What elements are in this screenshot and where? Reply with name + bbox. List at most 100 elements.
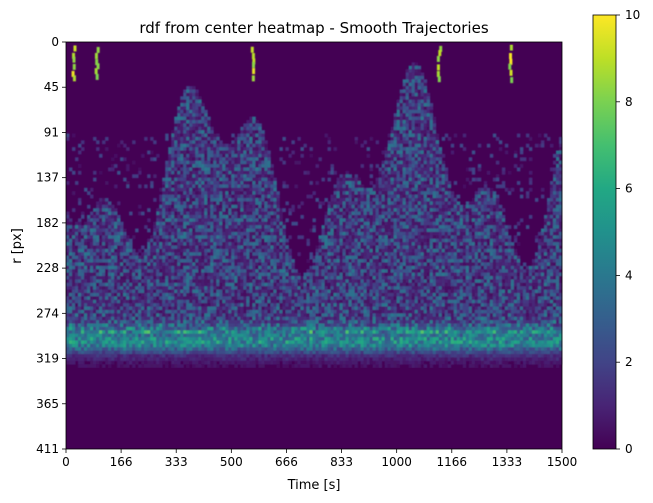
heatmap-cell	[228, 313, 232, 318]
heatmap-cell	[237, 177, 241, 182]
heatmap-cell	[318, 330, 322, 335]
heatmap-cell	[171, 136, 175, 141]
heatmap-cell	[189, 248, 193, 253]
heatmap-cell	[123, 235, 127, 240]
heatmap-cell	[204, 109, 208, 114]
heatmap-cell	[240, 133, 244, 138]
heatmap-cell	[231, 296, 235, 301]
heatmap-cell	[102, 262, 106, 267]
heatmap-cell	[258, 177, 262, 182]
heatmap-cell	[174, 262, 178, 267]
heatmap-cell	[318, 320, 322, 324]
heatmap-cell	[114, 214, 118, 219]
heatmap-cell	[180, 170, 184, 175]
heatmap-cell	[66, 326, 70, 331]
heatmap-cell	[267, 214, 271, 219]
heatmap-cell	[150, 242, 154, 246]
heatmap-cell	[174, 248, 178, 253]
heatmap-cell	[81, 147, 85, 151]
heatmap-cell	[90, 309, 94, 314]
heatmap-cell	[69, 296, 73, 301]
heatmap-cell	[264, 181, 268, 185]
heatmap-cell	[174, 150, 178, 155]
heatmap-cell	[105, 360, 109, 365]
heatmap-cell	[303, 306, 307, 311]
heatmap-cell	[159, 269, 163, 274]
heatmap-cell	[216, 354, 220, 358]
heatmap-cell	[174, 303, 178, 307]
heatmap-cell	[138, 323, 142, 328]
heatmap-cell	[192, 279, 196, 284]
heatmap-cell	[204, 187, 208, 192]
heatmap-cell	[168, 255, 172, 260]
heatmap-cell	[186, 228, 190, 233]
heatmap-cell	[81, 252, 85, 257]
heatmap-cell	[267, 286, 271, 290]
heatmap-cell	[270, 184, 274, 189]
heatmap-cell	[69, 289, 73, 294]
heatmap-cell	[135, 276, 139, 280]
heatmap-cell	[336, 208, 340, 212]
heatmap-cell	[111, 164, 115, 168]
heatmap-cell	[90, 259, 94, 263]
heatmap-cell	[66, 255, 70, 260]
heatmap-cell	[279, 323, 283, 328]
heatmap-cell	[69, 306, 73, 311]
heatmap-cell	[330, 343, 334, 348]
heatmap-cell	[144, 354, 148, 358]
heatmap-cell	[78, 228, 82, 233]
heatmap-cell	[135, 174, 139, 179]
heatmap-cell	[252, 120, 256, 124]
heatmap-cell	[90, 347, 94, 352]
heatmap-cell	[324, 340, 328, 345]
heatmap-cell	[300, 364, 304, 368]
heatmap-cell	[222, 252, 226, 257]
heatmap-cell	[180, 147, 184, 151]
heatmap-cell	[180, 96, 184, 101]
heatmap-cell	[150, 292, 154, 297]
heatmap-cell	[288, 350, 292, 355]
heatmap-cell	[111, 204, 115, 209]
heatmap-cell	[81, 255, 85, 260]
heatmap-cell	[141, 357, 145, 362]
heatmap-cell	[165, 357, 169, 362]
heatmap-cell	[192, 313, 196, 318]
heatmap-cell	[237, 354, 241, 358]
heatmap-cell	[186, 306, 190, 311]
heatmap-cell	[180, 225, 184, 229]
heatmap-cell	[183, 221, 187, 226]
heatmap-cell	[117, 265, 121, 270]
heatmap-cell	[186, 201, 190, 206]
heatmap-cell	[213, 347, 217, 352]
heatmap-cell	[147, 364, 151, 368]
heatmap-cell	[189, 211, 193, 216]
heatmap-cell	[192, 276, 196, 280]
heatmap-cell	[327, 218, 331, 223]
heatmap-cell	[306, 357, 310, 362]
heatmap-cell	[132, 160, 136, 165]
heatmap-cell	[183, 184, 187, 189]
heatmap-cell	[207, 214, 211, 219]
heatmap-cell	[312, 309, 316, 314]
heatmap-cell	[243, 177, 247, 182]
heatmap-cell	[120, 292, 124, 297]
heatmap-cell	[117, 354, 121, 358]
heatmap-cell	[210, 337, 214, 341]
heatmap-cell	[318, 313, 322, 318]
heatmap-cell	[66, 259, 70, 263]
heatmap-cell	[216, 150, 220, 155]
heatmap-cell	[156, 299, 160, 304]
heatmap-cell	[210, 164, 214, 168]
heatmap-cell	[297, 286, 301, 290]
heatmap-cell	[264, 211, 268, 216]
heatmap-cell	[105, 286, 109, 290]
heatmap-cell	[231, 248, 235, 253]
heatmap-cell	[267, 326, 271, 331]
heatmap-cell	[288, 309, 292, 314]
heatmap-cell	[327, 231, 331, 236]
heatmap-cell	[108, 289, 112, 294]
heatmap-cell	[183, 164, 187, 168]
heatmap-cell	[84, 326, 88, 331]
heatmap-cell	[213, 252, 217, 257]
heatmap-cell	[219, 204, 223, 209]
